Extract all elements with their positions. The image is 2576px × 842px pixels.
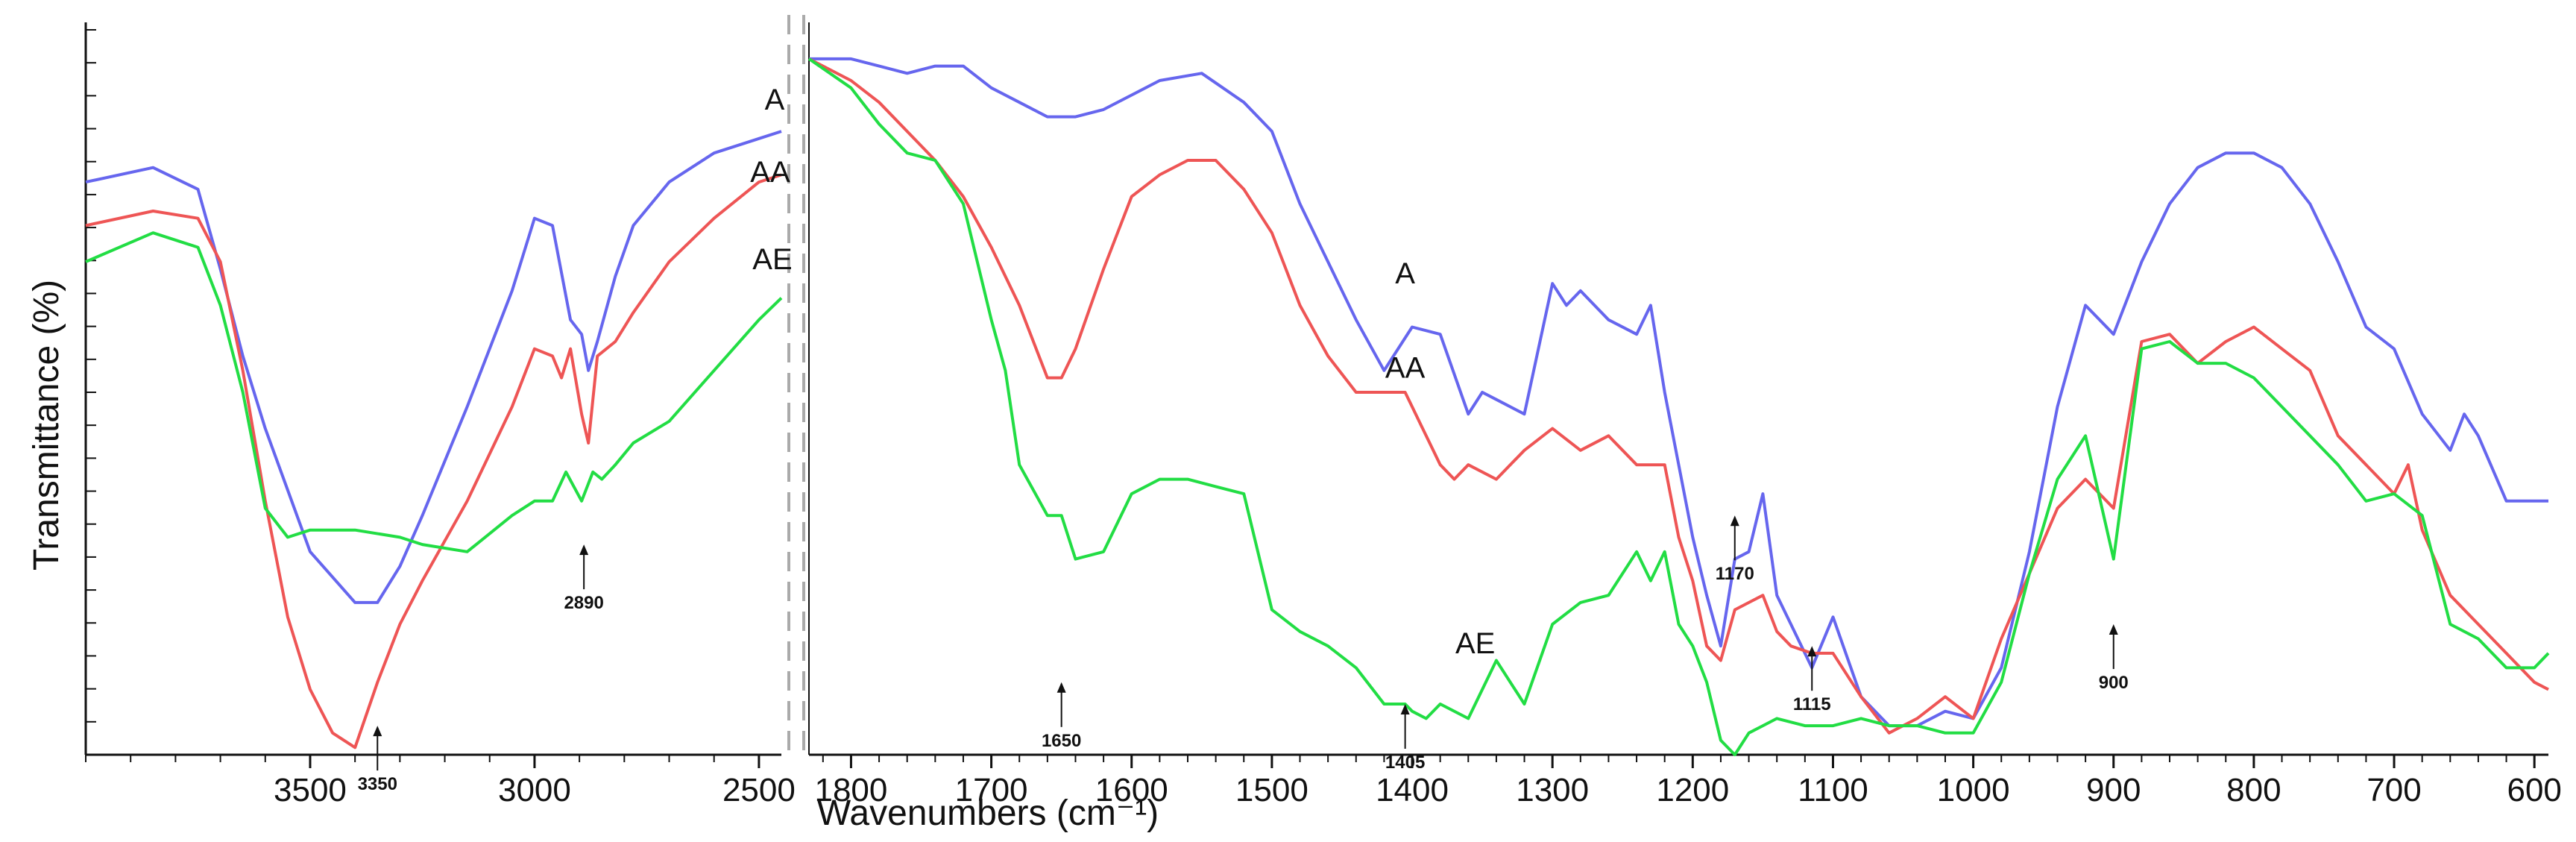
curve-label-a: A	[1395, 257, 1415, 290]
peak-arrowhead	[1730, 515, 1739, 527]
peak-arrowhead	[2109, 624, 2118, 635]
axes-group: 3500 3000 2500 1800 1700 1600 1500 1400 1300 1200…	[84, 15, 2562, 808]
curve-label-ae: AE	[1455, 627, 1495, 660]
x-tick-label: 1000	[1937, 772, 2010, 808]
peak-label: 900	[2099, 673, 2129, 693]
x-tick-label: 1400	[1376, 772, 1449, 808]
x-tick-label: 1200	[1656, 772, 1729, 808]
x-tick-label: 3000	[498, 772, 571, 808]
x-tick-label: 800	[2226, 772, 2281, 808]
curve-label-aa: AA	[1385, 352, 1426, 385]
x-tick-label: 900	[2086, 772, 2141, 808]
x-tick-label: 1600	[1095, 772, 1168, 808]
peak-arrowhead	[1056, 682, 1066, 693]
series-group	[85, 57, 2550, 756]
peak-label: 3350	[358, 774, 397, 794]
peak-arrowhead	[1400, 703, 1410, 714]
peak-label: 2890	[564, 593, 603, 613]
x-tick-label: 1800	[814, 772, 887, 808]
x-tick-label: 1700	[955, 772, 1028, 808]
series-line-a-right	[809, 57, 2548, 728]
peak-label: 1405	[1385, 753, 1425, 773]
series-line-ae-left	[85, 231, 783, 553]
series-line-aa-left	[85, 173, 782, 750]
x-tick-label: 1100	[1798, 772, 1868, 808]
x-tick-label: 700	[2366, 772, 2421, 808]
peak-label: 1170	[1716, 564, 1754, 584]
x-tick-label: 1500	[1235, 772, 1309, 808]
series-line-ae-right	[807, 57, 2550, 756]
peak-arrowhead	[373, 726, 382, 737]
peak-arrowhead	[579, 544, 589, 556]
series-line-aa-right	[808, 57, 2549, 735]
curve-label-ae: AE	[752, 243, 792, 276]
peak-label: 1115	[1793, 694, 1831, 714]
peak-label: 1650	[1042, 731, 1081, 751]
curve-label-aa: AA	[750, 156, 790, 189]
x-tick-label: 1300	[1516, 772, 1589, 808]
x-tick-label: 2500	[722, 772, 796, 808]
x-tick-label: 600	[2507, 772, 2561, 808]
x-axis-label: Wavenumbers (cm⁻¹)	[817, 794, 1159, 833]
curve-label-a: A	[765, 84, 785, 116]
x-tick-label: 3500	[274, 772, 347, 808]
series-line-a-left	[85, 130, 782, 604]
peak-arrowhead	[1807, 646, 1817, 657]
y-axis-label: Transmittance (%)	[27, 280, 66, 571]
